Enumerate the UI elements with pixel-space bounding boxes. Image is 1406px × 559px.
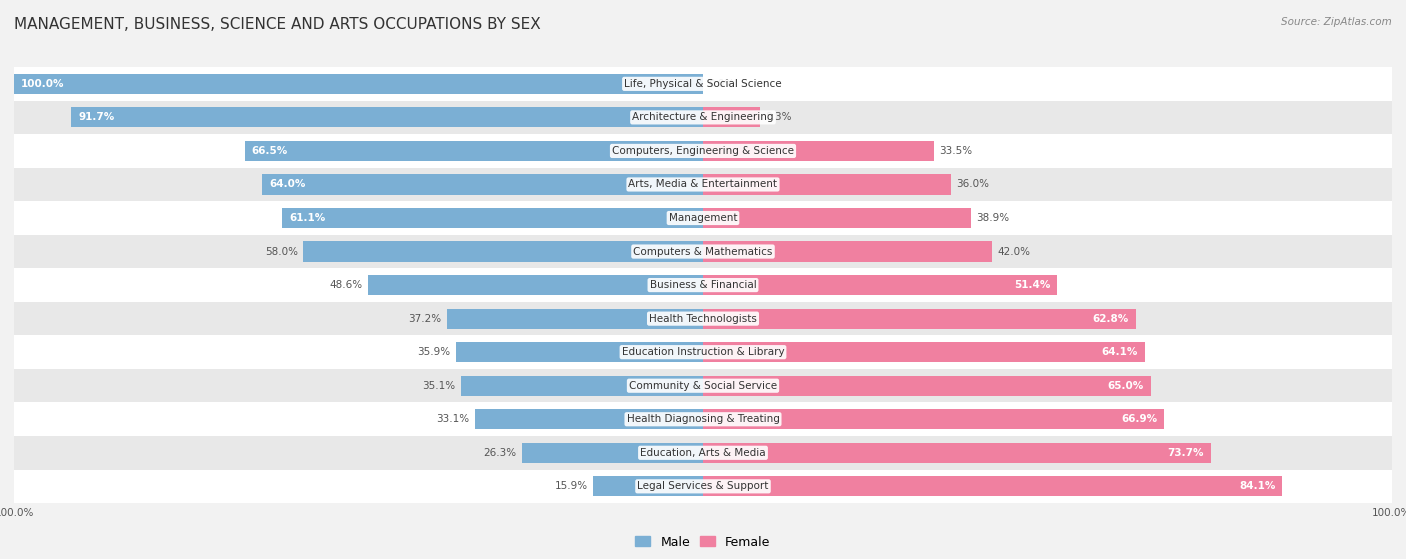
Text: 37.2%: 37.2% xyxy=(408,314,441,324)
Bar xyxy=(14,369,1392,402)
Bar xyxy=(703,409,1164,429)
Bar xyxy=(14,74,703,94)
Bar xyxy=(368,275,703,295)
Bar xyxy=(14,436,1392,470)
Text: 62.8%: 62.8% xyxy=(1092,314,1129,324)
Text: 73.7%: 73.7% xyxy=(1167,448,1204,458)
Bar xyxy=(703,174,950,195)
Bar xyxy=(14,470,1392,503)
Bar xyxy=(461,376,703,396)
Bar xyxy=(456,342,703,362)
Text: Education Instruction & Library: Education Instruction & Library xyxy=(621,347,785,357)
Text: Arts, Media & Entertainment: Arts, Media & Entertainment xyxy=(628,179,778,190)
Text: Business & Financial: Business & Financial xyxy=(650,280,756,290)
Text: Education, Arts & Media: Education, Arts & Media xyxy=(640,448,766,458)
Text: 8.3%: 8.3% xyxy=(766,112,792,122)
Text: 61.1%: 61.1% xyxy=(290,213,325,223)
Text: 66.9%: 66.9% xyxy=(1121,414,1157,424)
Text: 33.1%: 33.1% xyxy=(436,414,470,424)
Bar xyxy=(14,335,1392,369)
Text: 33.5%: 33.5% xyxy=(939,146,973,156)
Text: 35.9%: 35.9% xyxy=(418,347,450,357)
Bar xyxy=(14,168,1392,201)
Text: 15.9%: 15.9% xyxy=(555,481,588,491)
Text: Management: Management xyxy=(669,213,737,223)
Text: 100.0%: 100.0% xyxy=(1372,508,1406,518)
Bar xyxy=(14,67,1392,101)
Bar xyxy=(14,201,1392,235)
Bar xyxy=(262,174,703,195)
Bar xyxy=(703,309,1136,329)
Text: 48.6%: 48.6% xyxy=(329,280,363,290)
Text: 64.1%: 64.1% xyxy=(1101,347,1137,357)
Text: 35.1%: 35.1% xyxy=(423,381,456,391)
Bar xyxy=(283,208,703,228)
Text: 51.4%: 51.4% xyxy=(1014,280,1050,290)
Bar xyxy=(703,275,1057,295)
Text: 58.0%: 58.0% xyxy=(264,247,298,257)
Text: 100.0%: 100.0% xyxy=(0,508,34,518)
Bar xyxy=(14,101,1392,134)
Text: Legal Services & Support: Legal Services & Support xyxy=(637,481,769,491)
Bar xyxy=(703,443,1211,463)
Text: Health Diagnosing & Treating: Health Diagnosing & Treating xyxy=(627,414,779,424)
Bar xyxy=(593,476,703,496)
Bar xyxy=(703,376,1152,396)
Text: 42.0%: 42.0% xyxy=(998,247,1031,257)
Bar xyxy=(703,476,1282,496)
Text: 26.3%: 26.3% xyxy=(484,448,516,458)
Bar xyxy=(703,107,761,127)
Bar xyxy=(304,241,703,262)
Text: 84.1%: 84.1% xyxy=(1239,481,1275,491)
Text: Source: ZipAtlas.com: Source: ZipAtlas.com xyxy=(1281,17,1392,27)
Text: 100.0%: 100.0% xyxy=(21,79,65,89)
Text: Architecture & Engineering: Architecture & Engineering xyxy=(633,112,773,122)
Text: MANAGEMENT, BUSINESS, SCIENCE AND ARTS OCCUPATIONS BY SEX: MANAGEMENT, BUSINESS, SCIENCE AND ARTS O… xyxy=(14,17,541,32)
Legend: Male, Female: Male, Female xyxy=(630,530,776,553)
Bar xyxy=(14,302,1392,335)
Bar xyxy=(14,402,1392,436)
Bar xyxy=(14,134,1392,168)
Bar xyxy=(522,443,703,463)
Text: 38.9%: 38.9% xyxy=(977,213,1010,223)
Text: Computers, Engineering & Science: Computers, Engineering & Science xyxy=(612,146,794,156)
Bar xyxy=(703,241,993,262)
Text: Community & Social Service: Community & Social Service xyxy=(628,381,778,391)
Text: 65.0%: 65.0% xyxy=(1108,381,1144,391)
Bar xyxy=(703,342,1144,362)
Bar xyxy=(703,141,934,161)
Text: 64.0%: 64.0% xyxy=(269,179,305,190)
Bar xyxy=(72,107,703,127)
Bar xyxy=(475,409,703,429)
Bar xyxy=(14,268,1392,302)
Text: 36.0%: 36.0% xyxy=(956,179,990,190)
Bar xyxy=(703,208,972,228)
Bar xyxy=(447,309,703,329)
Text: 0.0%: 0.0% xyxy=(709,79,735,89)
Text: Life, Physical & Social Science: Life, Physical & Social Science xyxy=(624,79,782,89)
Text: 66.5%: 66.5% xyxy=(252,146,288,156)
Bar xyxy=(245,141,703,161)
Text: 91.7%: 91.7% xyxy=(79,112,114,122)
Bar xyxy=(14,235,1392,268)
Text: Computers & Mathematics: Computers & Mathematics xyxy=(633,247,773,257)
Text: Health Technologists: Health Technologists xyxy=(650,314,756,324)
